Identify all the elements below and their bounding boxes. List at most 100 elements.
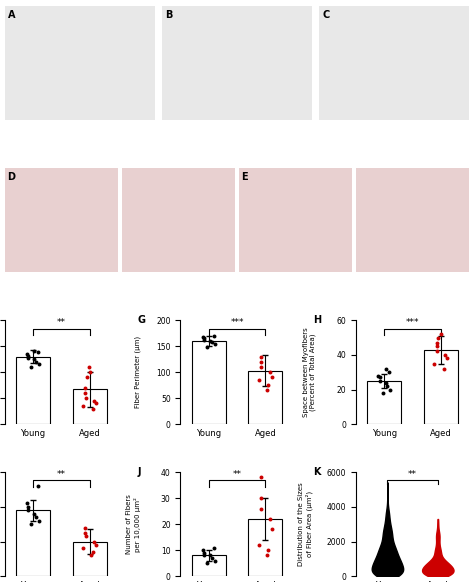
Point [255,540,263,549]
Text: **: ** [233,470,241,480]
Point [34,481,42,491]
Point [82,388,89,398]
Bar [248,519,283,576]
Text: J: J [137,467,141,477]
Point [36,360,43,369]
Point [25,351,32,360]
Point [80,402,87,411]
Point [92,399,100,408]
Point [200,548,208,558]
Bar [367,381,401,424]
Point [382,378,390,387]
Point [23,499,31,508]
Point [32,513,40,522]
Point [264,545,272,555]
Point [263,551,271,560]
Point [374,371,382,380]
Point [266,368,273,377]
Point [203,343,211,352]
Point [257,473,265,482]
Point [206,551,214,560]
Point [442,350,449,360]
Text: B: B [165,10,173,20]
Text: K: K [313,467,320,477]
Point [27,363,35,372]
Point [257,494,265,503]
Bar [191,341,226,424]
Bar [16,357,50,424]
Y-axis label: Space between Myofibers
(Percent of Total Area): Space between Myofibers (Percent of Tota… [303,327,316,417]
Point [257,357,265,367]
Text: **: ** [408,470,417,480]
Point [440,364,447,374]
Point [203,559,211,568]
Bar [424,350,458,424]
Point [25,502,32,512]
Point [89,547,96,556]
Text: A: A [8,10,15,20]
Bar [248,371,283,424]
Point [82,523,89,533]
Point [208,338,216,347]
Text: H: H [313,315,321,325]
Y-axis label: Fiber Perimeter (μm): Fiber Perimeter (μm) [134,336,141,408]
Point [200,335,208,345]
Point [82,531,90,541]
Point [206,336,214,346]
Point [31,347,38,356]
Text: D: D [7,172,15,182]
Point [89,404,96,413]
Point [264,381,272,390]
Point [200,551,208,560]
Point [31,509,38,519]
Text: E: E [241,172,247,182]
Point [268,525,275,534]
Point [199,545,207,555]
Point [25,506,32,515]
Text: **: ** [57,470,66,480]
Point [433,347,441,356]
Point [27,520,35,529]
Text: C: C [322,10,329,20]
Point [36,516,43,526]
Point [32,357,40,367]
Text: ***: *** [406,318,419,328]
Point [80,544,87,553]
Point [31,354,38,364]
Point [210,543,218,552]
Point [382,364,390,374]
Point [258,363,265,372]
Point [25,353,32,362]
Point [433,342,440,351]
Point [433,338,440,347]
Point [211,556,219,565]
Point [266,514,273,524]
Point [430,359,438,368]
Point [379,388,386,398]
Point [444,354,451,363]
Point [210,331,218,340]
Point [376,376,383,385]
Point [92,540,100,549]
Point [376,372,383,382]
Point [200,333,208,343]
Point [208,553,216,563]
Point [211,339,219,348]
Point [258,504,265,513]
Point [255,375,263,385]
Bar [73,541,107,576]
Point [82,383,89,392]
Point [85,363,92,372]
Point [87,551,95,560]
Point [387,385,394,394]
Point [83,372,91,382]
Bar [16,510,50,576]
Point [438,329,445,339]
Point [385,368,393,377]
Point [23,349,31,359]
Bar [73,389,107,424]
Point [257,352,265,361]
Bar [191,555,226,576]
Point [263,386,271,395]
Point [268,372,275,382]
